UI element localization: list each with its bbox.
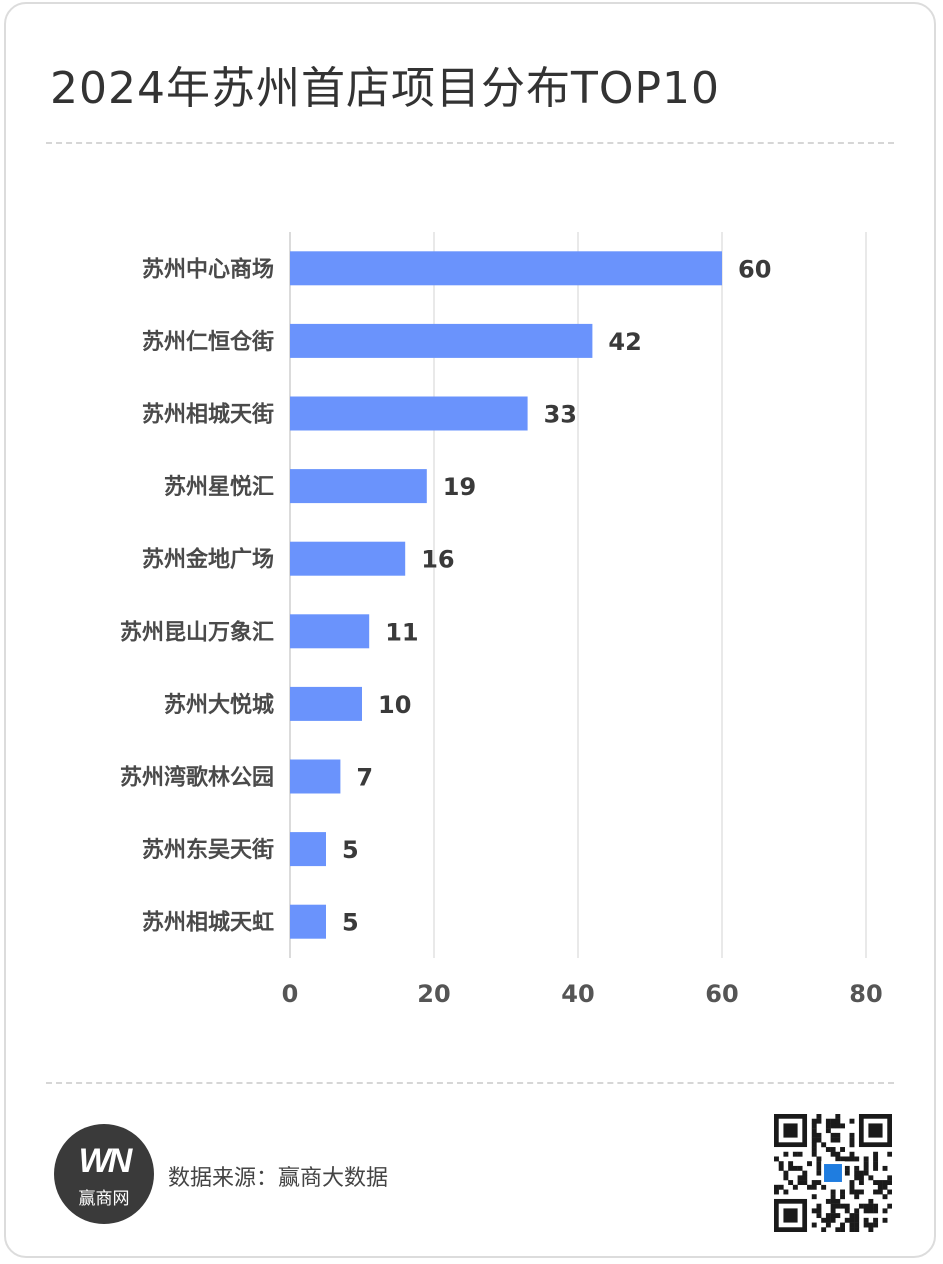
qr-code-icon — [774, 1114, 892, 1232]
logo-name: 赢商网 — [78, 1189, 130, 1209]
data-label: 5 — [342, 836, 359, 864]
category-label: 苏州星悦汇 — [164, 474, 274, 500]
bar — [290, 686, 362, 721]
category-label: 苏州相城天虹 — [142, 910, 274, 936]
bottom-divider — [46, 1082, 894, 1084]
bar — [290, 251, 722, 286]
data-label: 5 — [342, 909, 359, 937]
data-label: 7 — [356, 764, 373, 792]
labels: 0 20 40 60 80 苏州中心商场 60 苏州仁恒仓街 42 苏州相城天街 33 苏州星悦汇 19… — [120, 255, 883, 1008]
data-label: 16 — [421, 546, 454, 574]
category-label: 苏州中心商场 — [142, 256, 274, 282]
chart-card — [4, 2, 936, 1258]
category-label: 苏州东吴天街 — [142, 837, 274, 863]
x-tick-label: 40 — [561, 980, 594, 1008]
category-label: 苏州湾歌林公园 — [120, 765, 274, 791]
data-label: 42 — [608, 328, 641, 356]
bar — [290, 541, 406, 576]
bar — [290, 832, 326, 867]
top-divider — [46, 142, 894, 144]
x-tick-label: 80 — [849, 980, 882, 1008]
x-tick-label: 20 — [417, 980, 450, 1008]
x-tick-label: 60 — [705, 980, 738, 1008]
brand-logo: WN 赢商网 — [54, 1124, 154, 1224]
bar — [290, 396, 528, 431]
category-label: 苏州仁恒仓街 — [142, 329, 274, 355]
data-label: 60 — [738, 255, 771, 283]
bars — [290, 251, 722, 939]
data-label: 11 — [385, 618, 418, 646]
bar — [290, 614, 370, 649]
data-source: 数据来源：赢商大数据 — [168, 1166, 389, 1191]
bar — [290, 759, 341, 794]
category-label: 苏州相城天街 — [142, 402, 274, 428]
data-label: 10 — [378, 691, 411, 719]
chart-title: 2024年苏州首店项目分布TOP10 — [50, 63, 721, 114]
bar — [290, 904, 326, 939]
data-label: 33 — [544, 401, 577, 429]
data-label: 19 — [443, 473, 476, 501]
logo-mark: WN — [78, 1142, 133, 1180]
category-label: 苏州金地广场 — [142, 547, 274, 573]
category-label: 苏州昆山万象汇 — [120, 619, 274, 645]
category-label: 苏州大悦城 — [164, 692, 274, 718]
bar — [290, 323, 593, 358]
bar — [290, 469, 427, 504]
x-tick-label: 0 — [282, 980, 299, 1008]
